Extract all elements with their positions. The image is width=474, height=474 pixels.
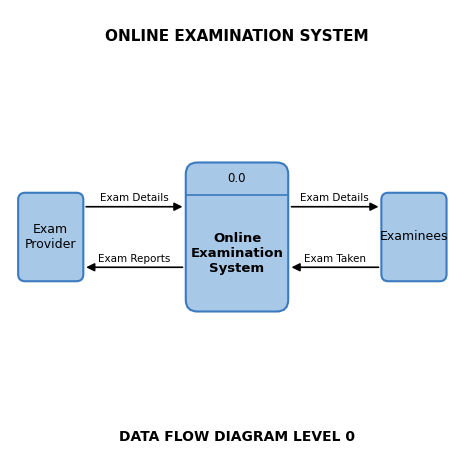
FancyBboxPatch shape <box>18 193 83 281</box>
Text: ONLINE EXAMINATION SYSTEM: ONLINE EXAMINATION SYSTEM <box>105 29 369 44</box>
Text: Online
Examination
System: Online Examination System <box>191 232 283 275</box>
Text: 0.0: 0.0 <box>228 172 246 185</box>
FancyBboxPatch shape <box>382 193 447 281</box>
Text: Exam
Provider: Exam Provider <box>25 223 76 251</box>
Text: Exam Details: Exam Details <box>301 193 369 203</box>
Text: Exam Taken: Exam Taken <box>304 254 366 264</box>
Text: Exam Reports: Exam Reports <box>99 254 171 264</box>
FancyBboxPatch shape <box>186 163 288 311</box>
Text: DATA FLOW DIAGRAM LEVEL 0: DATA FLOW DIAGRAM LEVEL 0 <box>119 430 355 444</box>
Text: Examinees: Examinees <box>380 230 448 244</box>
Text: Exam Details: Exam Details <box>100 193 169 203</box>
